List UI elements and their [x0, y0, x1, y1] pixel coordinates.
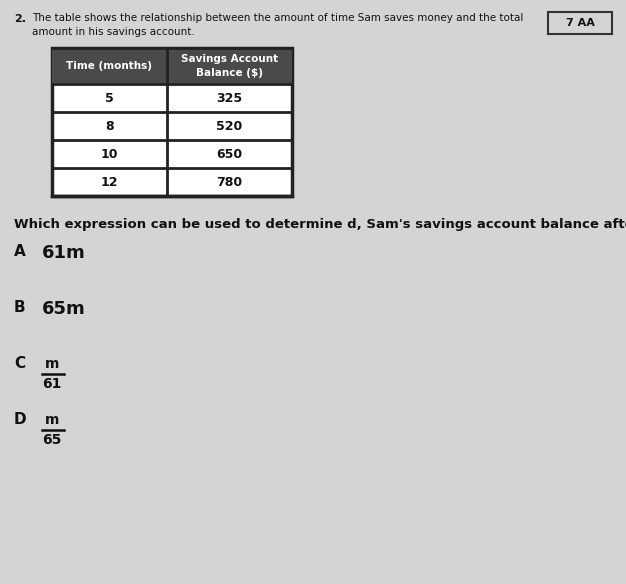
FancyBboxPatch shape — [548, 12, 612, 34]
Text: 650: 650 — [217, 148, 242, 161]
Text: D: D — [14, 412, 27, 427]
Text: Which expression can be used to determine d, Sam's savings account balance after: Which expression can be used to determin… — [14, 218, 626, 231]
Text: 12: 12 — [101, 176, 118, 189]
Text: 2.: 2. — [14, 14, 26, 24]
Text: Time (months): Time (months) — [66, 61, 153, 71]
Text: C: C — [14, 356, 25, 371]
Text: Savings Account: Savings Account — [181, 54, 278, 64]
Text: 8: 8 — [105, 120, 114, 133]
Text: 61: 61 — [43, 377, 62, 391]
Text: 61m: 61m — [42, 244, 86, 262]
Text: 520: 520 — [217, 120, 243, 133]
Text: amount in his savings account.: amount in his savings account. — [32, 27, 195, 37]
Text: A: A — [14, 244, 26, 259]
FancyBboxPatch shape — [52, 48, 292, 84]
Text: 65m: 65m — [42, 300, 86, 318]
Text: 780: 780 — [217, 176, 242, 189]
Text: 65: 65 — [43, 433, 62, 447]
Text: Balance ($): Balance ($) — [196, 68, 263, 78]
Text: 325: 325 — [217, 92, 242, 105]
Text: m: m — [45, 357, 59, 371]
Text: B: B — [14, 300, 26, 315]
Text: The table shows the relationship between the amount of time Sam saves money and : The table shows the relationship between… — [32, 13, 523, 23]
Text: 7 AA: 7 AA — [565, 18, 595, 28]
FancyBboxPatch shape — [52, 48, 292, 196]
Text: 5: 5 — [105, 92, 114, 105]
Text: 10: 10 — [101, 148, 118, 161]
Text: m: m — [45, 413, 59, 427]
